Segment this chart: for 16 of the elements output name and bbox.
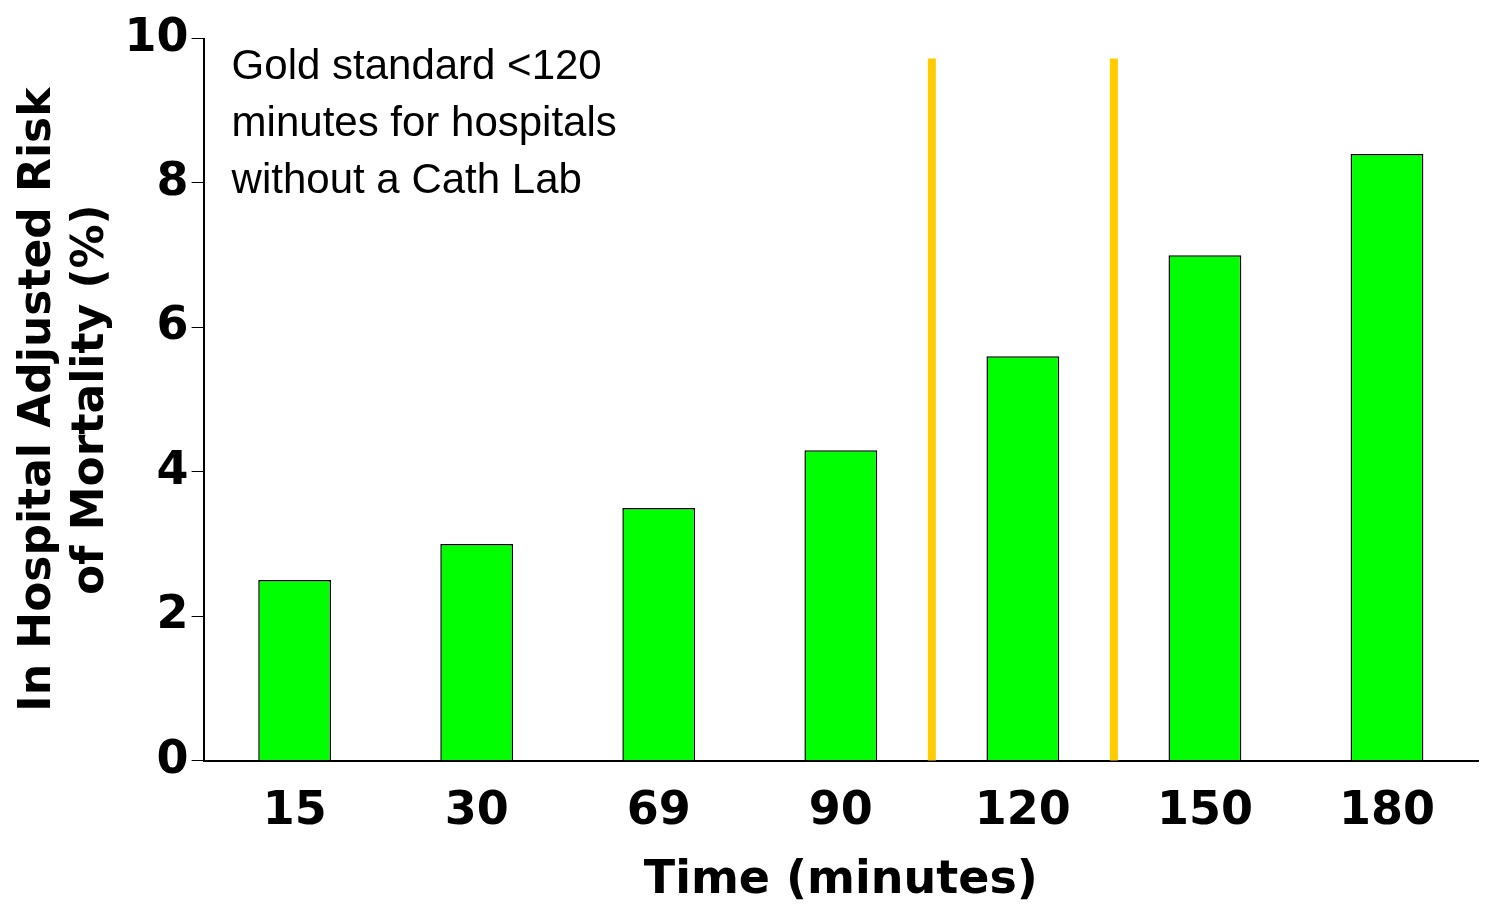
y-tick-label: 0 — [156, 729, 189, 784]
y-tick-label: 8 — [156, 151, 189, 206]
y-axis-title: In Hospital Adjusted Risk of Mortality (%) — [8, 85, 113, 712]
x-tick-label: 30 — [444, 781, 509, 836]
x-tick-label: 150 — [1156, 781, 1253, 836]
x-tick-label: 180 — [1338, 781, 1435, 836]
x-tick-label: 15 — [262, 781, 327, 836]
y-tick-label: 10 — [124, 7, 189, 62]
y-tick-label: 4 — [156, 440, 189, 495]
y-tick-label: 6 — [156, 296, 189, 351]
x-tick-label: 120 — [974, 781, 1071, 836]
x-axis-title: Time (minutes) — [643, 850, 1038, 905]
x-tick-label: 90 — [808, 781, 873, 836]
x-tick-label: 69 — [626, 781, 691, 836]
annotation: Gold standard <120 minutes for hospitals without a Cath Lab — [230, 41, 617, 203]
y-tick-label: 2 — [156, 585, 189, 640]
